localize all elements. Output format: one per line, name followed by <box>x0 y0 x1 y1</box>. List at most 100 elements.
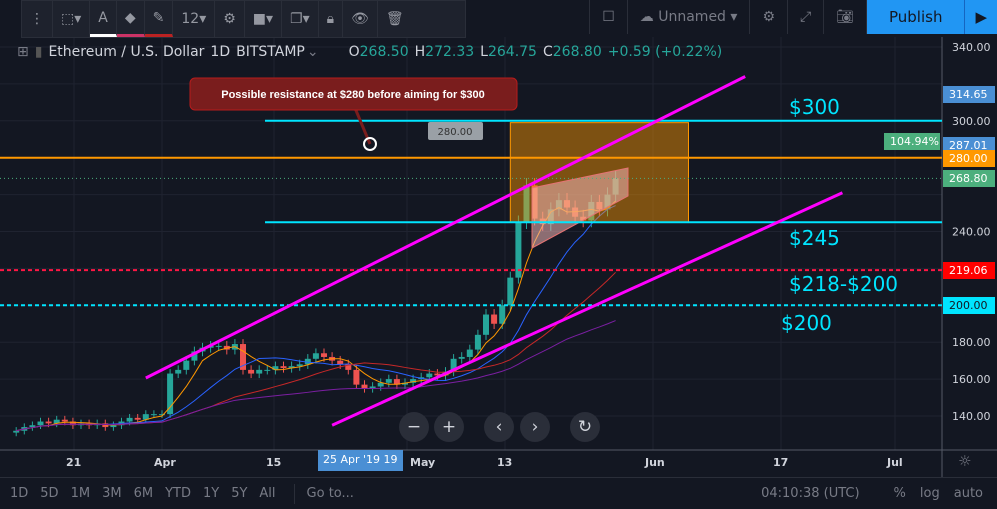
range-ytd[interactable]: YTD <box>165 486 191 501</box>
candle <box>507 277 514 306</box>
range-1m[interactable]: 1M <box>70 486 91 501</box>
exchange[interactable]: BITSTAMP <box>236 44 305 60</box>
candle <box>183 360 190 370</box>
candle <box>402 382 408 385</box>
candle <box>393 379 400 385</box>
goto-button[interactable]: Go to... <box>306 486 354 501</box>
percent-toggle[interactable]: % <box>893 486 906 501</box>
candle <box>240 344 246 370</box>
time-tick: May <box>410 456 436 469</box>
trash-icon[interactable]: 🗑︎ <box>385 11 404 27</box>
top-right-bar: ☐ ☁ Unnamed ▾ ⚙ ⤢ 📷︎ Publish ▶ <box>589 0 997 34</box>
price-tick: 240.00 <box>952 226 991 239</box>
time-tick: 13 <box>497 456 513 469</box>
candle <box>264 369 271 371</box>
trendline <box>145 75 746 380</box>
price-axis-label: 268.80 <box>943 170 995 188</box>
candle <box>150 414 157 416</box>
candle <box>499 305 506 324</box>
candle <box>110 425 117 428</box>
price-tag-text: 280.00 <box>438 127 473 138</box>
range-1d[interactable]: 1D <box>10 486 29 501</box>
time-tick: Jun <box>645 456 665 469</box>
square-icon[interactable]: ☐ <box>589 0 627 34</box>
candle <box>126 417 133 422</box>
scroll-left-button[interactable]: ‹ <box>484 412 514 442</box>
price-tick: 160.00 <box>952 373 991 386</box>
close: C268.80 <box>542 44 602 60</box>
camera-icon[interactable]: 📷︎ <box>823 0 866 34</box>
bottom-toolbar: 1D 5D 1M 3M 6M YTD 1Y 5Y All Go to... 04:10:38 (… <box>0 477 997 509</box>
candle <box>29 425 36 428</box>
drag-handle-icon[interactable]: ⋮ <box>22 1 53 37</box>
publish-button[interactable]: Publish <box>865 0 965 34</box>
price-axis-label: 314.65 <box>943 85 995 103</box>
candle <box>256 369 263 374</box>
interval[interactable]: 1D <box>210 44 231 60</box>
candle <box>434 373 441 376</box>
series-flag-icon: ▮ <box>34 44 43 60</box>
range-3m[interactable]: 3M <box>102 486 122 501</box>
price-chart[interactable]: 140.00 160.00 180.00 240.00 300.00 340.00 Poss… <box>0 0 997 477</box>
fill-bucket-icon[interactable]: ◆ <box>116 1 145 37</box>
open: O268.50 <box>348 44 409 60</box>
candle <box>345 364 352 370</box>
range-5d[interactable]: 5D <box>40 486 59 501</box>
candle <box>304 358 311 365</box>
candle <box>321 353 327 357</box>
price-tick: 300.00 <box>952 115 991 128</box>
candle <box>53 419 60 424</box>
zoom-out-button[interactable]: − <box>399 412 429 442</box>
play-icon[interactable]: ▶ <box>964 0 997 34</box>
candle <box>474 334 481 350</box>
price-tick: 180.00 <box>952 336 991 349</box>
lock-icon[interactable]: 🔒︎ <box>319 1 344 37</box>
candle <box>296 364 303 367</box>
layers-icon[interactable]: ■▾ <box>245 1 283 37</box>
candle <box>61 419 68 422</box>
crosshair-date-label: 25 Apr '19 19 <box>318 450 403 471</box>
range-all[interactable]: All <box>259 486 276 501</box>
symbol-legend: ⊞ ▮ Ethereum / U.S. Dollar 1D BITSTAMP ⌄ … <box>17 44 722 60</box>
symbol-name[interactable]: Ethereum / U.S. Dollar <box>48 44 205 60</box>
fullscreen-icon[interactable]: ⤢ <box>787 0 823 34</box>
log-toggle[interactable]: log <box>919 486 940 501</box>
pencil-icon[interactable]: ✎ <box>144 1 174 37</box>
range-6m[interactable]: 6M <box>133 486 154 501</box>
font-size-select[interactable]: 12 ▾ <box>173 1 216 37</box>
settings-icon[interactable]: ☼ <box>958 452 972 470</box>
time-tick: Jul <box>887 456 903 469</box>
add-icon[interactable]: ⊞ <box>17 44 29 60</box>
change: +0.59 (+0.22%) <box>607 44 723 60</box>
price-tick: 340.00 <box>952 41 991 54</box>
cloud-icon: ☁ <box>639 9 659 25</box>
gear-icon[interactable]: ⚙ <box>215 1 245 37</box>
candle <box>491 314 498 324</box>
zoom-in-button[interactable]: + <box>434 412 464 442</box>
reset-button[interactable]: ↻ <box>570 412 600 442</box>
clone-icon[interactable]: ❐▾ <box>282 1 319 37</box>
candle <box>191 351 198 361</box>
price-axis-label: 200.00 <box>943 297 995 315</box>
time-tick: Apr <box>154 456 176 469</box>
candle <box>45 421 52 424</box>
eye-icon[interactable]: 👁︎ <box>343 1 378 37</box>
candle <box>377 382 384 387</box>
layout-name: Unnamed <box>658 9 726 25</box>
layout-name-button[interactable]: ☁ Unnamed ▾ <box>626 0 750 34</box>
gear-icon[interactable]: ⚙ <box>749 0 787 34</box>
price-axis-label: 280.00 <box>943 149 995 167</box>
text-color-icon[interactable]: A <box>90 1 117 37</box>
time-tick: 21 <box>66 456 82 469</box>
scroll-right-button[interactable]: › <box>520 412 550 442</box>
level-label: $200 <box>781 311 832 335</box>
candle <box>248 369 255 374</box>
chevron-down-icon[interactable]: ⌄ <box>306 44 319 60</box>
auto-toggle[interactable]: auto <box>953 486 983 501</box>
level-label: $245 <box>789 226 840 250</box>
select-area-icon[interactable]: ⬚▾ <box>53 1 91 37</box>
candle <box>458 356 465 359</box>
range-1y[interactable]: 1Y <box>202 486 220 501</box>
range-5y[interactable]: 5Y <box>231 486 248 501</box>
candle <box>410 379 417 383</box>
